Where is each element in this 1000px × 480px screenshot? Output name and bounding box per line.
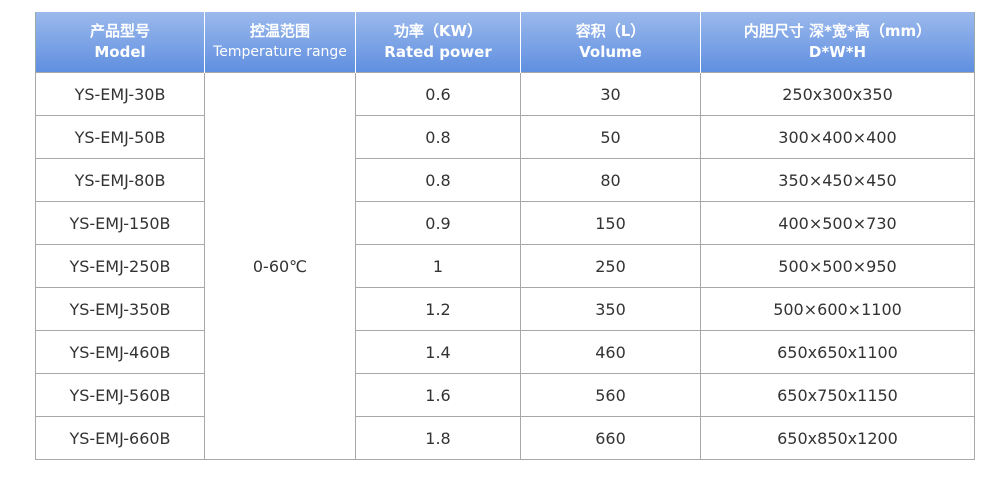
header-cn: 内胆尺寸 深*宽*高（mm） <box>743 22 932 40</box>
table-row: YS-EMJ-460B 1.4 460 650x650x1100 <box>35 330 975 374</box>
table-cell: 50 <box>520 115 701 159</box>
header-cell: 产品型号 Model <box>35 12 205 73</box>
header-cell: 容积（L） Volume <box>520 12 701 73</box>
table-cell: YS-EMJ-30B <box>35 72 205 116</box>
table-cell: 0.6 <box>355 72 521 116</box>
header-row: 产品型号 Model 控温范围 Temperature range 功率（KW） Rate… <box>35 12 975 73</box>
table-row: YS-EMJ-30B 0-60℃ 0.6 30 250x300x350 <box>35 72 975 460</box>
header-cn: 控温范围 <box>249 22 310 40</box>
temperature-cell: 0-60℃ <box>204 72 356 460</box>
table-row: YS-EMJ-50B 0.8 50 300×400×400 <box>35 115 975 159</box>
table-cell: YS-EMJ-50B <box>35 115 205 159</box>
table-cell: YS-EMJ-660B <box>35 416 205 460</box>
header-en: Rated power <box>384 43 492 61</box>
spec-table: 产品型号 Model 控温范围 Temperature range 功率（KW） Rate… <box>35 12 975 460</box>
table-cell: YS-EMJ-150B <box>35 201 205 245</box>
header-cell: 内胆尺寸 深*宽*高（mm） D*W*H <box>700 12 975 73</box>
table-cell: YS-EMJ-460B <box>35 330 205 374</box>
table-cell: 500×500×950 <box>700 244 975 288</box>
table-cell: 400×500×730 <box>700 201 975 245</box>
table-cell: 1.8 <box>355 416 521 460</box>
table-row: YS-EMJ-350B 1.2 350 500×600×1100 <box>35 287 975 331</box>
table-cell: 460 <box>520 330 701 374</box>
table-cell: 0.9 <box>355 201 521 245</box>
table-cell: 650x650x1100 <box>700 330 975 374</box>
table-cell: 0.8 <box>355 158 521 202</box>
table-cell: YS-EMJ-250B <box>35 244 205 288</box>
table-cell: 250 <box>520 244 701 288</box>
table-cell: 500×600×1100 <box>700 287 975 331</box>
table-cell: 1.2 <box>355 287 521 331</box>
table-row: YS-EMJ-560B 1.6 560 650x750x1150 <box>35 373 975 417</box>
table-cell: 30 <box>520 72 701 116</box>
table-cell: 250x300x350 <box>700 72 975 116</box>
table-cell: 80 <box>520 158 701 202</box>
table-cell: 650x850x1200 <box>700 416 975 460</box>
header-cell: 控温范围 Temperature range <box>204 12 356 73</box>
table-cell: 650x750x1150 <box>700 373 975 417</box>
table-cell: 660 <box>520 416 701 460</box>
header-cell: 功率（KW） Rated power <box>355 12 521 73</box>
table-cell: 1.4 <box>355 330 521 374</box>
table-cell: YS-EMJ-350B <box>35 287 205 331</box>
table-cell: 150 <box>520 201 701 245</box>
table-row: YS-EMJ-660B 1.8 660 650x850x1200 <box>35 416 975 460</box>
table-cell: YS-EMJ-80B <box>35 158 205 202</box>
table-cell: 0.8 <box>355 115 521 159</box>
table-cell: 1 <box>355 244 521 288</box>
header-en: Model <box>94 43 146 61</box>
header-cn: 功率（KW） <box>393 22 483 40</box>
table-cell: YS-EMJ-560B <box>35 373 205 417</box>
table-row: YS-EMJ-250B 1 250 500×500×950 <box>35 244 975 288</box>
table-cell: 350 <box>520 287 701 331</box>
header-en: Temperature range <box>213 44 347 60</box>
table-row: YS-EMJ-80B 0.8 80 350×450×450 <box>35 158 975 202</box>
header-cn: 容积（L） <box>575 22 646 40</box>
table-body: YS-EMJ-30B 0-60℃ 0.6 30 250x300x350 YS-EMJ-50… <box>35 72 975 460</box>
table-cell: 300×400×400 <box>700 115 975 159</box>
table-row: YS-EMJ-150B 0.9 150 400×500×730 <box>35 201 975 245</box>
header-en: D*W*H <box>808 43 867 61</box>
table-cell: 560 <box>520 373 701 417</box>
table-cell: 350×450×450 <box>700 158 975 202</box>
header-en: Volume <box>579 43 642 61</box>
table-cell: 1.6 <box>355 373 521 417</box>
header-cn: 产品型号 <box>89 22 150 40</box>
